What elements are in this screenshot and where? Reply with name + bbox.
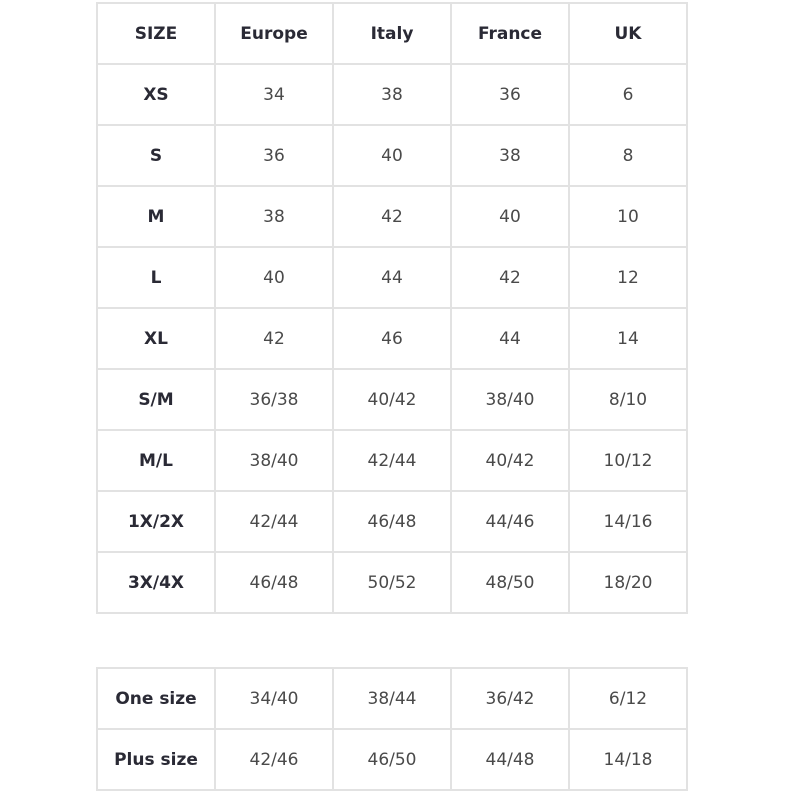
size-value-cell: 36: [450, 63, 570, 126]
size-value-cell: 14/18: [568, 728, 688, 791]
special-sizes-table: One size 34/40 38/44 36/42 6/12 Plus size 42/4…: [96, 667, 688, 791]
column-header: Europe: [214, 2, 334, 65]
size-value-cell: 42/44: [214, 490, 334, 553]
size-value-cell: 40: [450, 185, 570, 248]
size-value-cell: 42: [450, 246, 570, 309]
column-header: France: [450, 2, 570, 65]
table-row: L 40 44 42 12: [96, 246, 688, 309]
table-row: M/L 38/40 42/44 40/42 10/12: [96, 429, 688, 492]
table-row: S/M 36/38 40/42 38/40 8/10: [96, 368, 688, 431]
size-value-cell: 14/16: [568, 490, 688, 553]
size-value-cell: 10: [568, 185, 688, 248]
size-label-cell: S/M: [96, 368, 216, 431]
size-value-cell: 10/12: [568, 429, 688, 492]
table-row: 3X/4X 46/48 50/52 48/50 18/20: [96, 551, 688, 614]
header-row: SIZE Europe Italy France UK: [96, 2, 688, 65]
size-value-cell: 6: [568, 63, 688, 126]
size-value-cell: 38/40: [214, 429, 334, 492]
size-value-cell: 42/46: [214, 728, 334, 791]
size-label-cell: XL: [96, 307, 216, 370]
size-value-cell: 8/10: [568, 368, 688, 431]
size-label-cell: M/L: [96, 429, 216, 492]
size-value-cell: 38/44: [332, 667, 452, 730]
size-value-cell: 36/38: [214, 368, 334, 431]
table-row: XL 42 46 44 14: [96, 307, 688, 370]
table-row: M 38 42 40 10: [96, 185, 688, 248]
size-chart-table: SIZE Europe Italy France UK XS 34 38 36 6 S 36 40 38 8…: [96, 2, 688, 614]
size-value-cell: 42: [332, 185, 452, 248]
size-value-cell: 38: [450, 124, 570, 187]
size-value-cell: 40/42: [450, 429, 570, 492]
size-value-cell: 46/50: [332, 728, 452, 791]
size-value-cell: 38: [332, 63, 452, 126]
size-value-cell: 44: [450, 307, 570, 370]
size-value-cell: 12: [568, 246, 688, 309]
size-label-cell: XS: [96, 63, 216, 126]
column-header: UK: [568, 2, 688, 65]
size-value-cell: 44/48: [450, 728, 570, 791]
size-value-cell: 44/46: [450, 490, 570, 553]
size-label-cell: L: [96, 246, 216, 309]
size-value-cell: 46/48: [214, 551, 334, 614]
column-header: Italy: [332, 2, 452, 65]
size-value-cell: 40: [332, 124, 452, 187]
size-value-cell: 38/40: [450, 368, 570, 431]
size-value-cell: 18/20: [568, 551, 688, 614]
size-value-cell: 42/44: [332, 429, 452, 492]
size-label-cell: Plus size: [96, 728, 216, 791]
size-value-cell: 8: [568, 124, 688, 187]
size-value-cell: 36: [214, 124, 334, 187]
size-value-cell: 46/48: [332, 490, 452, 553]
size-value-cell: 36/42: [450, 667, 570, 730]
table-row: One size 34/40 38/44 36/42 6/12: [96, 667, 688, 730]
size-value-cell: 40/42: [332, 368, 452, 431]
size-value-cell: 50/52: [332, 551, 452, 614]
table-row: 1X/2X 42/44 46/48 44/46 14/16: [96, 490, 688, 553]
size-label-cell: 3X/4X: [96, 551, 216, 614]
column-header: SIZE: [96, 2, 216, 65]
size-value-cell: 48/50: [450, 551, 570, 614]
table-row: XS 34 38 36 6: [96, 63, 688, 126]
size-label-cell: M: [96, 185, 216, 248]
size-label-cell: One size: [96, 667, 216, 730]
size-value-cell: 6/12: [568, 667, 688, 730]
size-label-cell: S: [96, 124, 216, 187]
size-label-cell: 1X/2X: [96, 490, 216, 553]
size-value-cell: 38: [214, 185, 334, 248]
size-value-cell: 44: [332, 246, 452, 309]
size-value-cell: 42: [214, 307, 334, 370]
size-value-cell: 46: [332, 307, 452, 370]
size-value-cell: 34/40: [214, 667, 334, 730]
table-row: S 36 40 38 8: [96, 124, 688, 187]
size-value-cell: 34: [214, 63, 334, 126]
size-value-cell: 14: [568, 307, 688, 370]
table-row: Plus size 42/46 46/50 44/48 14/18: [96, 728, 688, 791]
size-value-cell: 40: [214, 246, 334, 309]
